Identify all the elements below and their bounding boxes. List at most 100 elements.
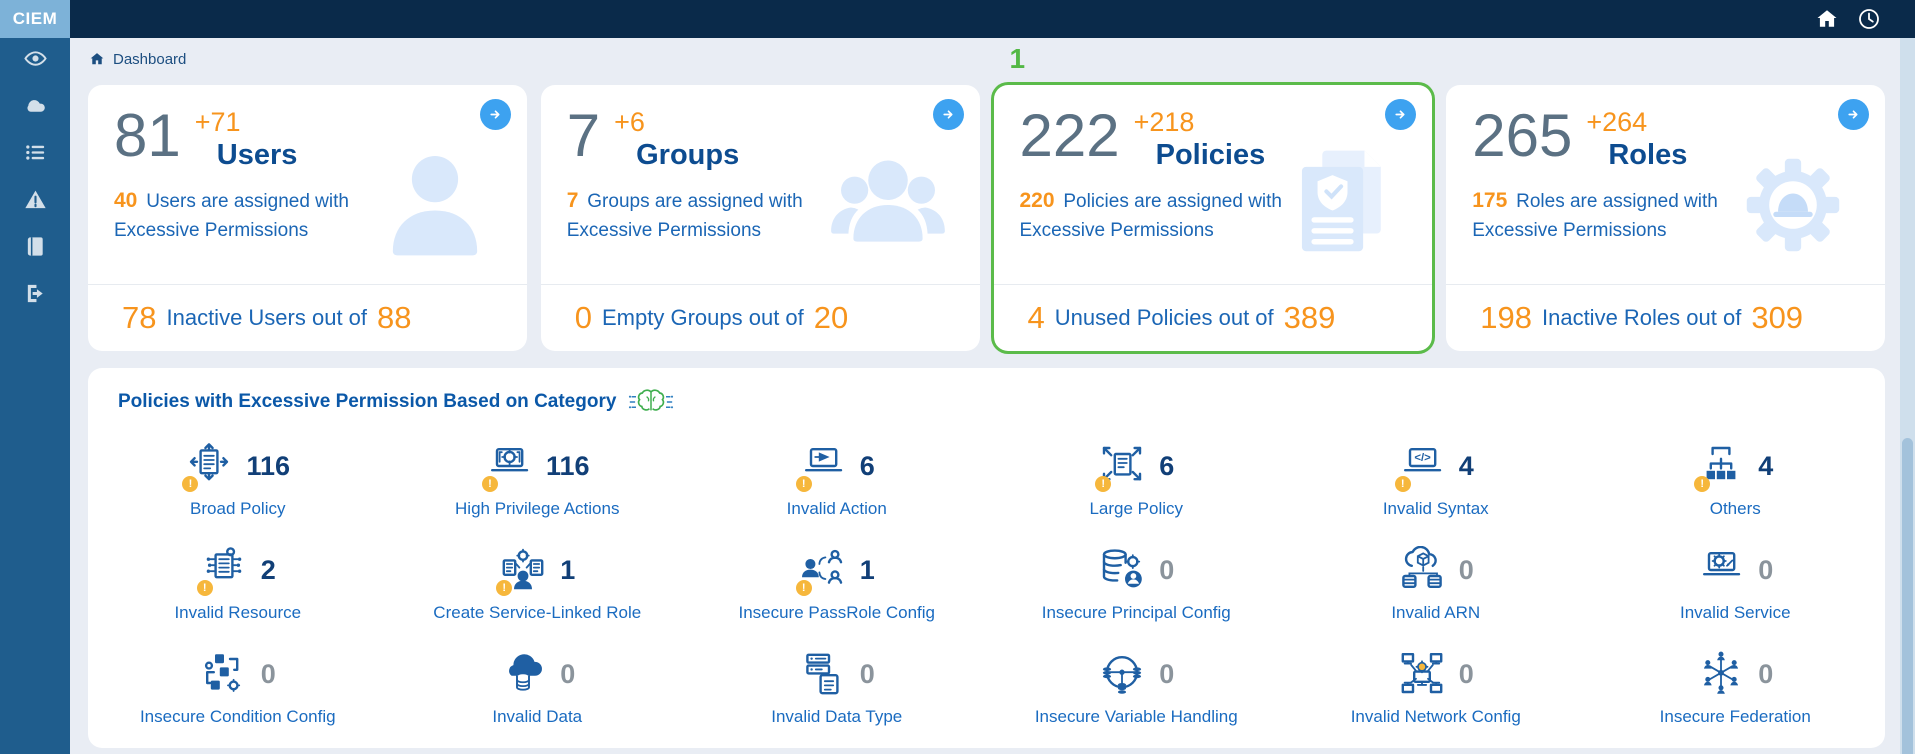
category-item[interactable]: ! 116 High Privilege Actions — [388, 440, 688, 519]
footer-text: Empty Groups out of — [602, 305, 804, 330]
stat-card-main: 265 +264 Roles 175 Roles are assigned wi… — [1446, 85, 1885, 284]
annotation-label: 1 — [1009, 43, 1026, 74]
stat-count: 81 — [114, 102, 181, 169]
category-count: 2 — [260, 554, 276, 585]
category-item[interactable]: 0 Invalid ARN — [1286, 544, 1586, 623]
large-policy-icon: ! — [1095, 442, 1146, 492]
sidebar-item-logout-icon[interactable] — [24, 282, 47, 305]
sidebar — [0, 38, 70, 754]
category-label: Others — [1709, 499, 1761, 518]
stat-description-count: 40 — [114, 189, 144, 213]
stat-headline: 7 +6 Groups — [567, 105, 958, 172]
card-detail-arrow-button[interactable] — [932, 99, 964, 130]
stat-headline: 222 +218 Policies — [1020, 105, 1411, 172]
main-content: Dashboard 81 +71 Users 40 Users are assi… — [70, 38, 1915, 754]
stat-title: Users — [216, 139, 298, 172]
stat-headline: 265 +264 Roles — [1472, 105, 1863, 172]
user-stat-icon — [367, 137, 503, 273]
history-clock-icon[interactable] — [1857, 7, 1881, 31]
app-logo[interactable]: CIEM — [0, 0, 70, 38]
sidebar-item-warning-triangle-icon[interactable] — [24, 188, 47, 211]
category-count: 0 — [560, 658, 576, 689]
create-service-linked-role-icon: ! — [496, 546, 547, 596]
topbar: CIEM — [0, 0, 1915, 38]
category-item[interactable]: 0 Insecure Federation — [1586, 648, 1886, 727]
stat-card-groups[interactable]: 7 +6 Groups 7 Groups are assigned with E… — [540, 85, 980, 351]
category-count: 0 — [859, 658, 875, 689]
category-count: 0 — [1758, 658, 1774, 689]
warning-badge-icon: ! — [196, 580, 213, 596]
category-item[interactable]: 0 Insecure Condition Config — [88, 648, 388, 727]
category-item[interactable]: 0 Invalid Data — [388, 648, 688, 727]
insecure-variable-handling-icon — [1098, 650, 1146, 698]
footer-total: 20 — [813, 300, 849, 335]
category-item[interactable]: 0 Invalid Data Type — [687, 648, 987, 727]
category-item[interactable]: ! 6 Large Policy — [987, 440, 1287, 519]
stat-card-footer: 4 Unused Policies out of 389 — [993, 284, 1433, 351]
stat-description-count: 220 — [1019, 189, 1061, 213]
category-item[interactable]: 0 Insecure Variable Handling — [987, 648, 1287, 727]
invalid-network-config-icon — [1398, 650, 1446, 698]
stat-card-users[interactable]: 81 +71 Users 40 Users are assigned with … — [88, 85, 527, 351]
category-count: 116 — [246, 450, 291, 481]
category-item[interactable]: ! 1 Create Service-Linked Role — [388, 544, 688, 623]
stat-card-policies[interactable]: 1 222 +218 Policies 220 Policies are ass… — [993, 43, 1433, 351]
insecure-passrole-config-icon: ! — [795, 546, 847, 596]
category-count: 0 — [260, 658, 276, 689]
warning-badge-icon: ! — [496, 580, 513, 596]
category-panel: Policies with Excessive Permission Based… — [88, 368, 1885, 748]
ai-brain-icon — [628, 387, 674, 417]
warning-badge-icon: ! — [795, 580, 812, 596]
stat-card-roles[interactable]: 265 +264 Roles 175 Roles are assigned wi… — [1446, 85, 1885, 351]
card-detail-arrow-button[interactable] — [1838, 99, 1869, 130]
breadcrumb[interactable]: Dashboard — [70, 38, 1915, 80]
sidebar-item-eye-icon[interactable] — [23, 47, 47, 70]
breadcrumb-label: Dashboard — [113, 50, 187, 68]
footer-total: 389 — [1283, 300, 1336, 335]
sidebar-item-list-icon[interactable] — [24, 141, 47, 164]
stat-delta: +71 — [194, 107, 241, 137]
category-item[interactable]: ! 4 Others — [1586, 440, 1886, 519]
category-item[interactable]: 0 Invalid Network Config — [1286, 648, 1586, 727]
category-item[interactable]: </>! 4 Invalid Syntax — [1286, 440, 1586, 519]
category-item[interactable]: ! 6 Invalid Action — [687, 440, 987, 519]
scrollbar-track[interactable] — [1900, 38, 1915, 754]
category-item[interactable]: ! 1 Insecure PassRole Config — [687, 544, 987, 623]
footer-count: 0 — [574, 300, 592, 335]
scrollbar-thumb[interactable] — [1902, 438, 1913, 754]
category-item[interactable]: 0 Insecure Principal Config — [987, 544, 1287, 623]
high-privilege-actions-icon: ! — [481, 442, 533, 492]
sidebar-item-cloud-icon[interactable] — [24, 94, 47, 117]
category-item[interactable]: 0 Invalid Service — [1586, 544, 1886, 623]
warning-badge-icon: ! — [1394, 476, 1411, 492]
stat-cards-row: 81 +71 Users 40 Users are assigned with … — [88, 43, 1885, 351]
stat-delta: +264 — [1586, 107, 1648, 137]
warning-badge-icon: ! — [1095, 476, 1112, 492]
warning-badge-icon: ! — [1694, 476, 1711, 492]
category-item[interactable]: ! 116 Broad Policy — [88, 440, 388, 519]
category-count: 6 — [859, 450, 875, 481]
invalid-syntax-icon: </>! — [1394, 442, 1446, 492]
invalid-action-icon: ! — [795, 442, 847, 492]
stat-card-main: 222 +218 Policies 220 Policies are assig… — [994, 85, 1433, 284]
card-detail-arrow-button[interactable] — [479, 99, 511, 130]
category-section-header: Policies with Excessive Permission Based… — [88, 387, 1885, 417]
sidebar-item-book-icon[interactable] — [24, 235, 47, 258]
insecure-condition-config-icon — [200, 650, 248, 698]
stat-card-footer: 0 Empty Groups out of 20 — [540, 284, 980, 351]
category-label: Create Service-Linked Role — [433, 603, 642, 622]
stat-description: 40 Users are assigned with Excessive Per… — [114, 186, 419, 244]
category-count: 6 — [1159, 450, 1175, 481]
category-item[interactable]: ! 2 Invalid Resource — [88, 544, 388, 623]
footer-count: 198 — [1480, 300, 1532, 335]
stat-description-count: 175 — [1472, 189, 1514, 213]
card-detail-arrow-button[interactable] — [1385, 99, 1417, 130]
category-count: 0 — [1458, 658, 1474, 689]
stat-card-main: 81 +71 Users 40 Users are assigned with … — [88, 85, 527, 284]
footer-count: 4 — [1027, 300, 1045, 335]
home-icon[interactable] — [1815, 7, 1839, 31]
category-label: Large Policy — [1089, 499, 1184, 518]
footer-text: Inactive Roles out of — [1541, 305, 1742, 330]
category-count: 0 — [1159, 554, 1175, 585]
category-count: 0 — [1159, 658, 1175, 689]
